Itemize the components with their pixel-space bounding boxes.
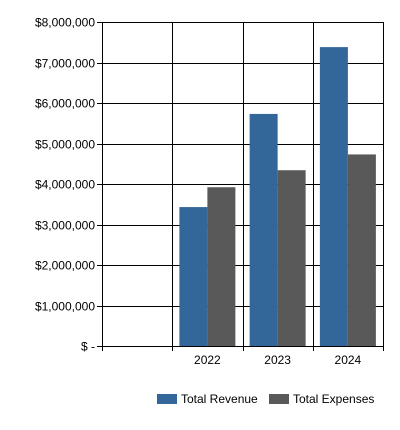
y-tick-label: $ - xyxy=(81,340,95,354)
y-tick-label: $8,000,000 xyxy=(35,16,95,30)
legend-swatch-total-expenses xyxy=(269,394,289,404)
legend-label-total-revenue: Total Revenue xyxy=(181,392,258,406)
gridlines xyxy=(102,22,384,347)
y-tick-label: $3,000,000 xyxy=(35,219,95,233)
y-tick-label: $6,000,000 xyxy=(35,97,95,111)
bar-total-expenses-2024 xyxy=(347,154,376,346)
bar-total-expenses-2023 xyxy=(277,170,306,346)
x-axis-tick-labels: 2022 2023 2024 xyxy=(194,353,362,367)
x-tick-label: 2022 xyxy=(194,353,221,367)
x-tick-label: 2023 xyxy=(264,353,291,367)
bar-total-revenue-2023 xyxy=(249,113,278,347)
legend: Total Revenue Total Expenses xyxy=(157,392,374,406)
axes xyxy=(97,22,384,351)
bar-total-revenue-2022 xyxy=(179,207,208,346)
legend-label-total-expenses: Total Expenses xyxy=(293,392,374,406)
y-tick-label: $7,000,000 xyxy=(35,57,95,71)
y-tick-label: $4,000,000 xyxy=(35,178,95,192)
bar-total-revenue-2024 xyxy=(319,47,348,347)
bar-total-expenses-2022 xyxy=(207,187,236,346)
y-axis-tick-labels: $ - $1,000,000 $2,000,000 $3,000,000 $4,000,… xyxy=(35,16,95,354)
y-tick-label: $5,000,000 xyxy=(35,138,95,152)
y-tick-label: $1,000,000 xyxy=(35,300,95,314)
bars xyxy=(179,47,376,347)
legend-swatch-total-revenue xyxy=(157,394,177,404)
x-tick-label: 2024 xyxy=(335,353,362,367)
y-tick-label: $2,000,000 xyxy=(35,259,95,273)
